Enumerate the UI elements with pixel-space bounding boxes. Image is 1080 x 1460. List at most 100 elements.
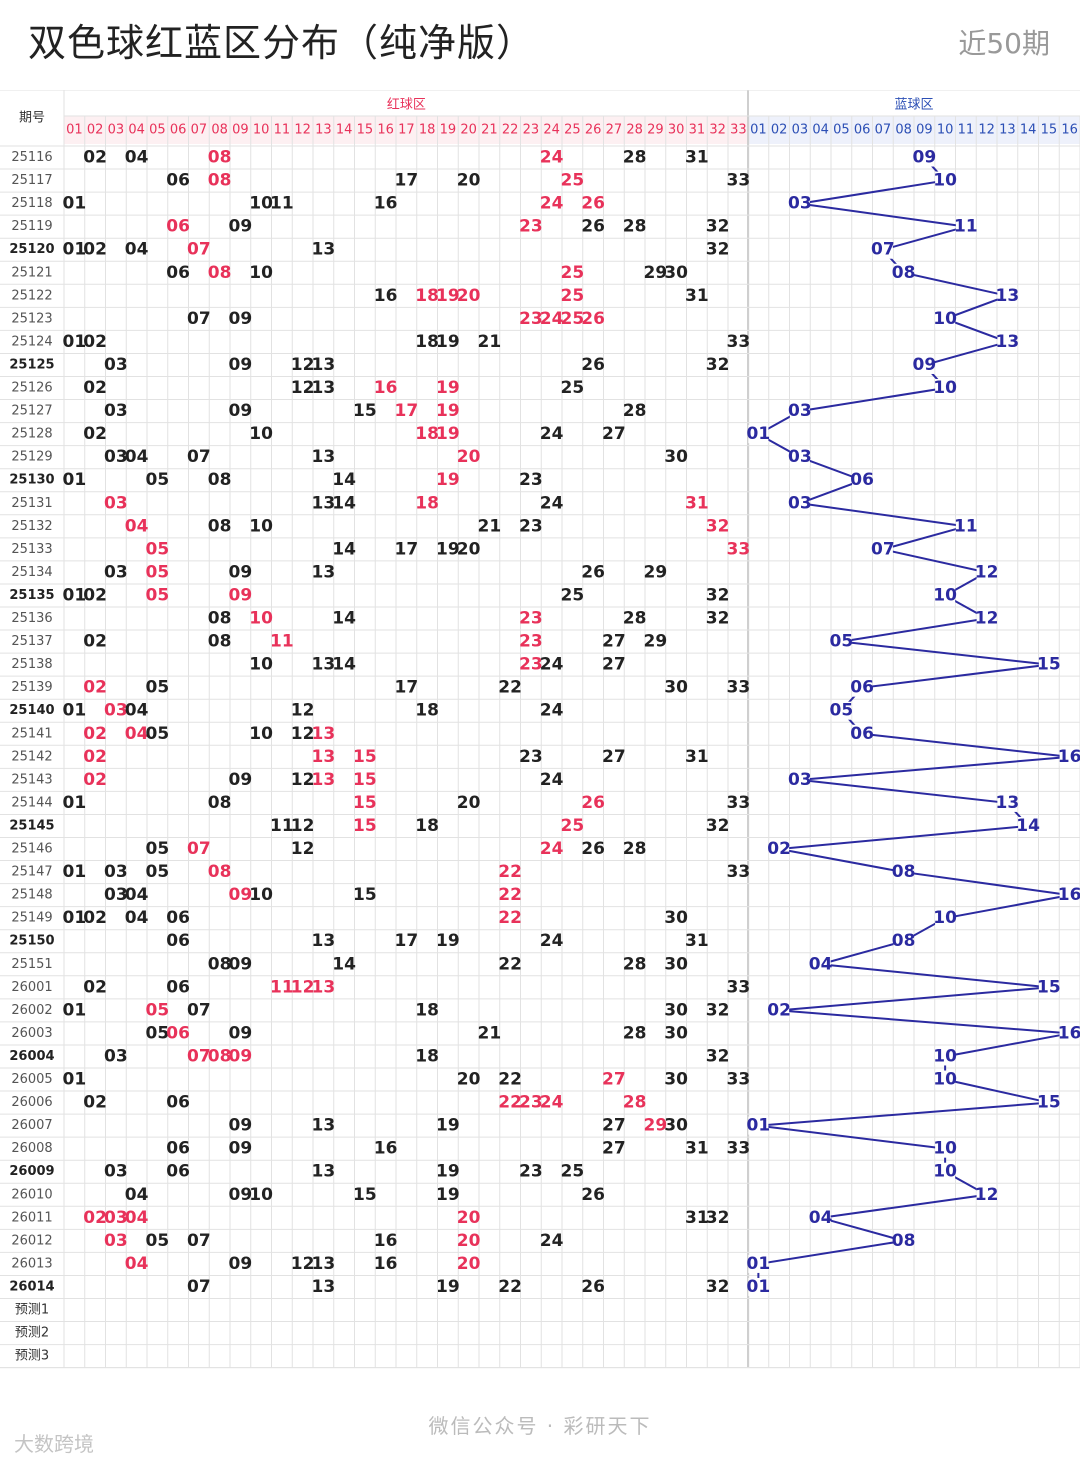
blue-ball-backdrop — [1059, 747, 1080, 766]
red-ball: 02 — [83, 747, 107, 767]
red-ball: 04 — [125, 701, 149, 721]
issue-number: 26001 — [11, 980, 52, 995]
red-ball: 02 — [83, 724, 107, 744]
blue-ball: 06 — [850, 724, 874, 744]
blue-ball-backdrop — [914, 355, 935, 374]
red-ball: 33 — [727, 332, 751, 352]
red-column-header: 11 — [274, 123, 291, 138]
red-column-header: 01 — [66, 123, 83, 138]
issue-number: 25142 — [11, 749, 52, 764]
issue-number: 25144 — [11, 795, 52, 810]
blue-ball: 03 — [788, 194, 812, 214]
red-ball: 27 — [602, 424, 626, 444]
blue-zone-label: 蓝球区 — [894, 98, 933, 113]
issue-number: 26004 — [9, 1049, 54, 1064]
red-column-header: 33 — [730, 123, 747, 138]
red-ball: 20 — [457, 447, 481, 467]
red-ball: 12 — [291, 1254, 315, 1274]
red-ball: 06 — [166, 1093, 190, 1113]
issue-number: 25150 — [9, 934, 54, 949]
red-ball: 18 — [415, 1000, 439, 1020]
red-ball: 01 — [63, 240, 87, 260]
red-ball: 15 — [353, 885, 377, 905]
blue-ball-backdrop — [1038, 1093, 1059, 1112]
red-ball: 28 — [623, 839, 647, 859]
blue-column-header: 07 — [875, 123, 892, 138]
red-ball: 09 — [229, 562, 253, 582]
blue-ball: 02 — [767, 839, 791, 859]
red-ball: 02 — [83, 770, 107, 790]
blue-ball: 01 — [747, 1277, 771, 1297]
red-column-header: 23 — [523, 123, 540, 138]
red-ball: 24 — [540, 701, 564, 721]
issue-number: 26012 — [11, 1233, 52, 1248]
issue-number: 25146 — [11, 842, 52, 857]
blue-ball: 10 — [933, 1046, 957, 1066]
issue-number: 25122 — [11, 288, 52, 303]
red-ball: 28 — [623, 148, 647, 168]
blue-ball: 05 — [830, 632, 854, 652]
blue-ball: 03 — [788, 770, 812, 790]
red-ball: 01 — [63, 701, 87, 721]
red-ball: 13 — [312, 240, 336, 260]
blue-column-header: 10 — [937, 123, 954, 138]
forecast-row-label: 预测2 — [15, 1326, 49, 1341]
red-ball: 15 — [353, 747, 377, 767]
red-ball: 28 — [623, 217, 647, 237]
blue-ball: 04 — [809, 1208, 833, 1228]
blue-ball: 01 — [747, 1254, 771, 1274]
forecast-row-label: 预测3 — [15, 1349, 49, 1364]
red-ball: 02 — [83, 908, 107, 928]
blue-ball-backdrop — [831, 701, 852, 720]
red-header-bg — [64, 116, 749, 144]
blue-ball-backdrop — [789, 770, 810, 789]
red-ball: 20 — [457, 171, 481, 191]
blue-ball: 11 — [954, 217, 978, 237]
red-ball: 05 — [146, 839, 170, 859]
red-ball: 04 — [125, 1254, 149, 1274]
red-ball: 08 — [208, 954, 232, 974]
red-ball: 20 — [457, 1254, 481, 1274]
red-ball: 24 — [540, 194, 564, 214]
blue-ball-backdrop — [852, 678, 873, 697]
blue-column-header: 16 — [1061, 123, 1078, 138]
blue-column-header: 05 — [833, 123, 850, 138]
red-ball: 05 — [146, 562, 170, 582]
red-ball: 03 — [104, 885, 128, 905]
red-ball: 04 — [125, 885, 149, 905]
red-ball: 01 — [63, 194, 87, 214]
red-column-header: 13 — [315, 123, 332, 138]
issue-number: 26007 — [11, 1118, 52, 1133]
red-ball: 33 — [727, 678, 751, 698]
red-ball: 06 — [166, 977, 190, 997]
red-ball: 01 — [63, 908, 87, 928]
issue-number: 25119 — [11, 219, 52, 234]
blue-ball-backdrop — [748, 425, 769, 444]
red-column-header: 26 — [585, 123, 602, 138]
blue-ball-backdrop — [935, 1070, 956, 1089]
issue-number: 25151 — [11, 957, 52, 972]
red-ball: 28 — [623, 1093, 647, 1113]
blue-ball: 12 — [975, 609, 999, 629]
issue-number: 25137 — [11, 634, 52, 649]
issue-number: 26014 — [9, 1279, 54, 1294]
issue-number: 25118 — [11, 196, 52, 211]
red-ball: 31 — [685, 1139, 709, 1159]
period-selector[interactable]: 近50期 — [958, 27, 1050, 60]
red-ball: 03 — [104, 862, 128, 882]
red-ball: 02 — [83, 1093, 107, 1113]
header: 双色球红蓝区分布（纯净版） 近50期 — [0, 0, 1080, 90]
red-ball: 03 — [104, 1208, 128, 1228]
issue-number: 26003 — [11, 1026, 52, 1041]
issue-number: 25126 — [11, 381, 52, 396]
blue-ball-backdrop — [852, 471, 873, 490]
blue-ball: 03 — [788, 493, 812, 513]
red-ball: 18 — [415, 816, 439, 836]
blue-ball-backdrop — [976, 563, 997, 582]
red-column-header: 08 — [211, 123, 228, 138]
red-ball: 05 — [146, 862, 170, 882]
red-ball: 30 — [664, 954, 688, 974]
red-ball: 19 — [436, 332, 460, 352]
blue-ball-backdrop — [893, 863, 914, 882]
red-ball: 24 — [540, 1093, 564, 1113]
